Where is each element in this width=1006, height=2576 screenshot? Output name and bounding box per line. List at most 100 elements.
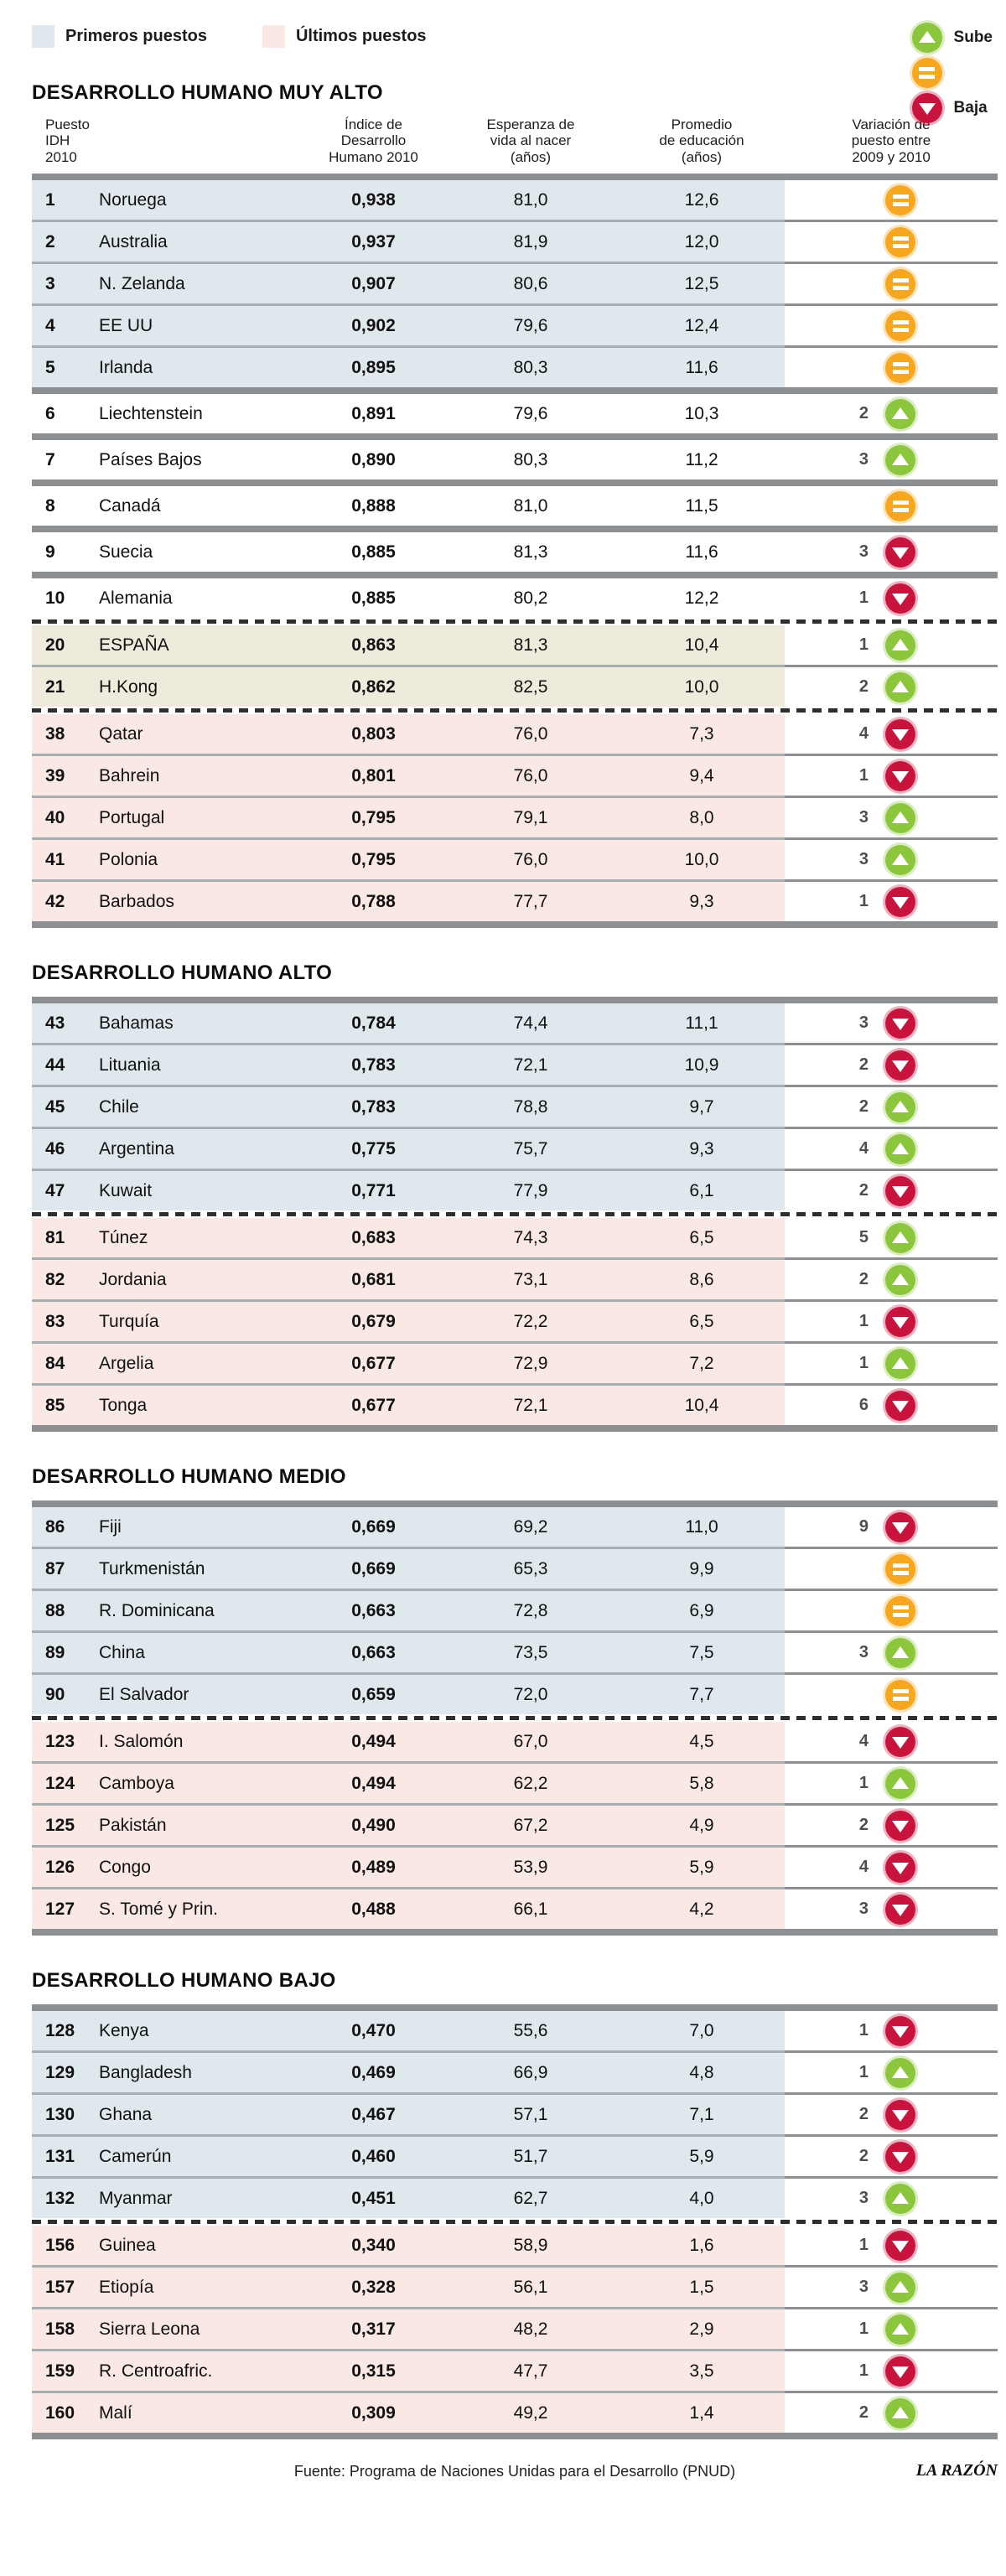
country-cell: Etiopía xyxy=(99,2277,154,2297)
table-row: 81 Túnez 0,683 74,3 6,5 5 xyxy=(32,1218,998,1258)
row-cells: 21 H.Kong 0,862 82,5 10,0 xyxy=(32,667,785,707)
hdi-cell: 0,669 xyxy=(351,1516,396,1537)
arrow-up-icon xyxy=(885,2183,915,2214)
dashed-separator xyxy=(32,1210,998,1219)
row-cells: 90 El Salvador 0,659 72,0 7,7 xyxy=(32,1675,785,1715)
rank-change-value: 2 xyxy=(858,2147,869,2166)
country-cell: Irlanda xyxy=(99,357,153,377)
hdi-table: 1 Noruega 0,938 81,0 12,6 2 Australia 0,937 81,9… xyxy=(32,174,998,929)
table-row: 8 Canadá 0,888 81,0 11,5 xyxy=(32,486,998,526)
row-cells: 9 Suecia 0,885 81,3 11,6 xyxy=(32,532,785,573)
table-row: 86 Fiji 0,669 69,2 11,0 9 xyxy=(32,1507,998,1547)
hdi-cell: 0,885 xyxy=(351,542,396,562)
education-cell: 2,9 xyxy=(689,2319,714,2339)
country-cell: Guinea xyxy=(99,2235,156,2255)
row-cells: 20 ESPAÑA 0,863 81,3 10,4 xyxy=(32,625,785,666)
hdi-cell: 0,663 xyxy=(351,1642,396,1662)
education-cell: 10,0 xyxy=(684,676,719,697)
education-cell: 12,5 xyxy=(684,273,719,293)
source-note: Fuente: Programa de Naciones Unidas para… xyxy=(293,2463,736,2480)
rank-cell: 86 xyxy=(45,1516,65,1537)
row-cells: 84 Argelia 0,677 72,9 7,2 xyxy=(32,1344,785,1384)
rank-change-value: 4 xyxy=(858,1858,869,1877)
arrow-down-icon xyxy=(885,2099,915,2130)
education-cell: 9,3 xyxy=(689,1138,714,1158)
country-cell: Bangladesh xyxy=(99,2062,192,2082)
hdi-cell: 0,783 xyxy=(351,1055,396,1075)
life-expectancy-cell: 76,0 xyxy=(513,849,548,869)
row-cells: 5 Irlanda 0,895 80,3 11,6 xyxy=(32,348,785,388)
rank-cell: 39 xyxy=(45,765,65,785)
rank-change-value: 4 xyxy=(858,1139,869,1158)
hdi-cell: 0,795 xyxy=(351,807,396,827)
hdi-cell: 0,679 xyxy=(351,1311,396,1331)
life-expectancy-cell: 58,9 xyxy=(513,2235,548,2255)
icon-legend: Sube Baja xyxy=(911,20,993,126)
row-separator xyxy=(32,1803,998,1806)
row-cells: 46 Argentina 0,775 75,7 9,3 xyxy=(32,1129,785,1169)
row-separator xyxy=(32,1043,998,1046)
arrow-up-icon xyxy=(885,1133,915,1164)
table-row: 125 Pakistán 0,490 67,2 4,9 2 xyxy=(32,1806,998,1846)
rank-change-value: 3 xyxy=(858,542,869,562)
row-separator xyxy=(32,921,998,929)
row-cells: 123 I. Salomón 0,494 67,0 4,5 xyxy=(32,1722,785,1762)
hdi-cell: 0,467 xyxy=(351,2104,396,2124)
table-row: 83 Turquía 0,679 72,2 6,5 1 xyxy=(32,1302,998,1342)
row-separator xyxy=(32,754,998,757)
rank-change-cell: 1 xyxy=(785,2053,998,2092)
life-expectancy-cell: 78,8 xyxy=(513,1096,548,1117)
rank-change-cell: 5 xyxy=(785,1218,998,1257)
education-cell: 1,4 xyxy=(689,2402,714,2423)
rank-change-cell: 1 xyxy=(785,1344,998,1383)
row-cells: 132 Myanmar 0,451 62,7 4,0 xyxy=(32,2179,785,2219)
life-expectancy-cell: 79,1 xyxy=(513,807,548,827)
life-expectancy-cell: 56,1 xyxy=(513,2277,548,2297)
rank-change-cell: 2 xyxy=(785,2393,998,2433)
rank-change-cell: 4 xyxy=(785,714,998,754)
education-cell: 10,4 xyxy=(684,1395,719,1415)
rank-change-value: 9 xyxy=(858,1517,869,1537)
hdi-cell: 0,494 xyxy=(351,1731,396,1751)
arrow-up-icon xyxy=(885,1637,915,1668)
row-cells: 39 Bahrein 0,801 76,0 9,4 xyxy=(32,756,785,796)
country-cell: Turquía xyxy=(99,1311,159,1331)
life-expectancy-cell: 81,9 xyxy=(513,231,548,251)
equal-icon xyxy=(885,1679,915,1710)
row-cells: 4 EE UU 0,902 79,6 12,4 xyxy=(32,306,785,346)
row-cells: 42 Barbados 0,788 77,7 9,3 xyxy=(32,882,785,922)
table-row: 88 R. Dominicana 0,663 72,8 6,9 xyxy=(32,1591,998,1631)
table-row: 84 Argelia 0,677 72,9 7,2 1 xyxy=(32,1344,998,1384)
row-separator xyxy=(32,526,998,533)
rank-cell: 130 xyxy=(45,2104,75,2124)
row-separator xyxy=(32,1383,998,1386)
rank-cell: 123 xyxy=(45,1731,75,1751)
life-expectancy-cell: 79,6 xyxy=(513,403,548,423)
education-cell: 6,5 xyxy=(689,1227,714,1247)
row-separator xyxy=(32,1547,998,1550)
arrow-down-icon xyxy=(885,2015,915,2046)
rank-cell: 84 xyxy=(45,1353,65,1373)
rank-cell: 2 xyxy=(45,231,55,251)
country-cell: Liechtenstein xyxy=(99,403,203,423)
hdi-cell: 0,775 xyxy=(351,1138,396,1158)
rank-change-value: 1 xyxy=(858,588,869,608)
country-cell: Australia xyxy=(99,231,168,251)
arrow-down-icon xyxy=(885,1810,915,1841)
education-cell: 11,1 xyxy=(685,1013,718,1033)
row-cells: 156 Guinea 0,340 58,9 1,6 xyxy=(32,2226,785,2266)
rank-change-cell: 3 xyxy=(785,840,998,879)
row-cells: 160 Malí 0,309 49,2 1,4 xyxy=(32,2393,785,2433)
arrow-down-icon xyxy=(885,718,915,749)
rank-change-cell: 3 xyxy=(785,1633,998,1672)
rank-change-value: 1 xyxy=(858,1312,869,1331)
table-row: 47 Kuwait 0,771 77,9 6,1 2 xyxy=(32,1171,998,1211)
rank-change-cell xyxy=(785,180,998,220)
arrow-up-icon xyxy=(885,444,915,475)
rank-cell: 44 xyxy=(45,1055,65,1075)
arrow-down-icon xyxy=(885,760,915,791)
legend-item-ultimos: Últimos puestos xyxy=(262,25,427,48)
hdi-cell: 0,907 xyxy=(351,273,396,293)
row-separator xyxy=(32,479,998,487)
legend: Primeros puestos Últimos puestos Sube Ba… xyxy=(32,23,998,123)
